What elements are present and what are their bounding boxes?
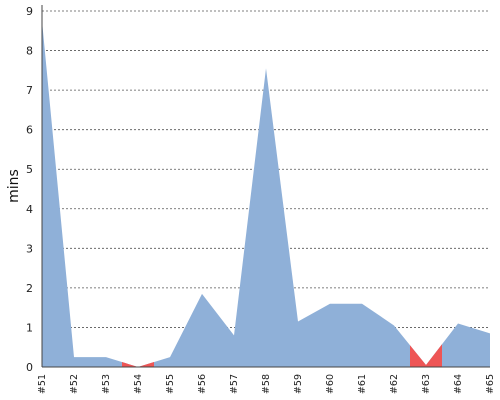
y-tick-label: 3 bbox=[26, 242, 33, 255]
x-tick-label: #55 bbox=[165, 374, 176, 394]
x-tick-label: #52 bbox=[69, 374, 80, 394]
y-tick-label: 5 bbox=[26, 163, 33, 176]
highlight-region-1 bbox=[122, 362, 154, 367]
y-tick-label: 2 bbox=[26, 282, 33, 295]
x-tick-label: #58 bbox=[261, 374, 272, 394]
x-tick-label: #65 bbox=[485, 374, 496, 394]
x-tick-label: #56 bbox=[197, 374, 208, 394]
x-tick-label: #53 bbox=[101, 374, 112, 394]
area-series bbox=[42, 20, 490, 368]
axes bbox=[41, 5, 490, 368]
series-area bbox=[42, 20, 490, 368]
y-tick-label: 6 bbox=[26, 124, 33, 137]
x-tick-label: #54 bbox=[133, 374, 144, 394]
y-tick-label: 0 bbox=[26, 361, 33, 374]
x-tick-label: #64 bbox=[453, 374, 464, 394]
highlight-region-2 bbox=[410, 344, 442, 367]
x-tick-label: #51 bbox=[37, 374, 48, 394]
x-tick-label: #57 bbox=[229, 374, 240, 394]
y-tick-label: 8 bbox=[26, 45, 33, 58]
y-axis-title: mins bbox=[6, 169, 22, 203]
x-tick-label: #62 bbox=[389, 374, 400, 394]
y-tick-labels: 0 1 2 3 4 5 6 7 8 9 bbox=[26, 5, 33, 374]
x-tick-label: #59 bbox=[293, 374, 304, 394]
y-tick-label: 4 bbox=[26, 203, 33, 216]
y-tick-label: 1 bbox=[26, 321, 33, 334]
x-tick-label: #60 bbox=[325, 374, 336, 394]
x-tick-labels: #51 #52 #53 #54 #55 #56 #57 #58 #59 #60 #61 #62 #63 #… bbox=[37, 374, 496, 394]
x-tick-label: #63 bbox=[421, 374, 432, 394]
y-tick-label: 7 bbox=[26, 84, 33, 97]
x-tick-label: #61 bbox=[357, 374, 368, 394]
y-tick-label: 9 bbox=[26, 5, 33, 18]
